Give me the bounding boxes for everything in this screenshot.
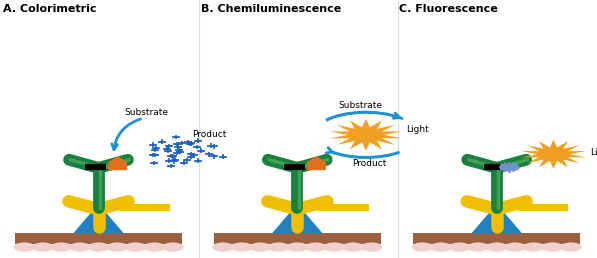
Circle shape: [268, 243, 290, 252]
Circle shape: [143, 243, 165, 252]
Circle shape: [51, 243, 72, 252]
Text: C. Fluorescence: C. Fluorescence: [399, 4, 497, 14]
Circle shape: [162, 243, 183, 252]
Circle shape: [69, 243, 91, 252]
FancyBboxPatch shape: [518, 204, 568, 212]
Text: Light: Light: [407, 125, 429, 134]
Circle shape: [106, 243, 128, 252]
Polygon shape: [521, 140, 586, 169]
FancyBboxPatch shape: [318, 204, 369, 212]
Circle shape: [449, 243, 470, 252]
Text: Substrate: Substrate: [338, 101, 382, 110]
Circle shape: [541, 243, 563, 252]
FancyBboxPatch shape: [214, 233, 381, 244]
Polygon shape: [272, 204, 322, 233]
Text: Substrate: Substrate: [124, 108, 168, 117]
Circle shape: [88, 243, 109, 252]
Circle shape: [125, 243, 146, 252]
Text: B. Chemiluminescence: B. Chemiluminescence: [201, 4, 341, 14]
Circle shape: [504, 243, 526, 252]
Circle shape: [305, 243, 327, 252]
Circle shape: [430, 243, 452, 252]
Circle shape: [213, 243, 234, 252]
Circle shape: [361, 243, 382, 252]
Polygon shape: [307, 156, 326, 170]
Polygon shape: [568, 204, 578, 212]
Circle shape: [342, 243, 364, 252]
Polygon shape: [472, 204, 522, 233]
FancyBboxPatch shape: [413, 233, 580, 244]
Circle shape: [32, 243, 54, 252]
Polygon shape: [369, 204, 378, 212]
Text: Product: Product: [192, 130, 227, 139]
Circle shape: [523, 243, 544, 252]
Circle shape: [14, 243, 35, 252]
Circle shape: [250, 243, 271, 252]
Circle shape: [412, 243, 433, 252]
Circle shape: [486, 243, 507, 252]
Circle shape: [467, 243, 489, 252]
FancyBboxPatch shape: [15, 233, 182, 244]
Polygon shape: [73, 204, 124, 233]
Polygon shape: [108, 156, 127, 170]
Text: Product: Product: [352, 159, 386, 168]
Circle shape: [324, 243, 345, 252]
Circle shape: [287, 243, 308, 252]
FancyBboxPatch shape: [119, 204, 170, 212]
Text: Light: Light: [590, 148, 597, 157]
Polygon shape: [330, 119, 402, 151]
Circle shape: [231, 243, 253, 252]
Polygon shape: [170, 204, 180, 212]
Text: A. Colorimetric: A. Colorimetric: [3, 4, 97, 14]
Circle shape: [560, 243, 581, 252]
